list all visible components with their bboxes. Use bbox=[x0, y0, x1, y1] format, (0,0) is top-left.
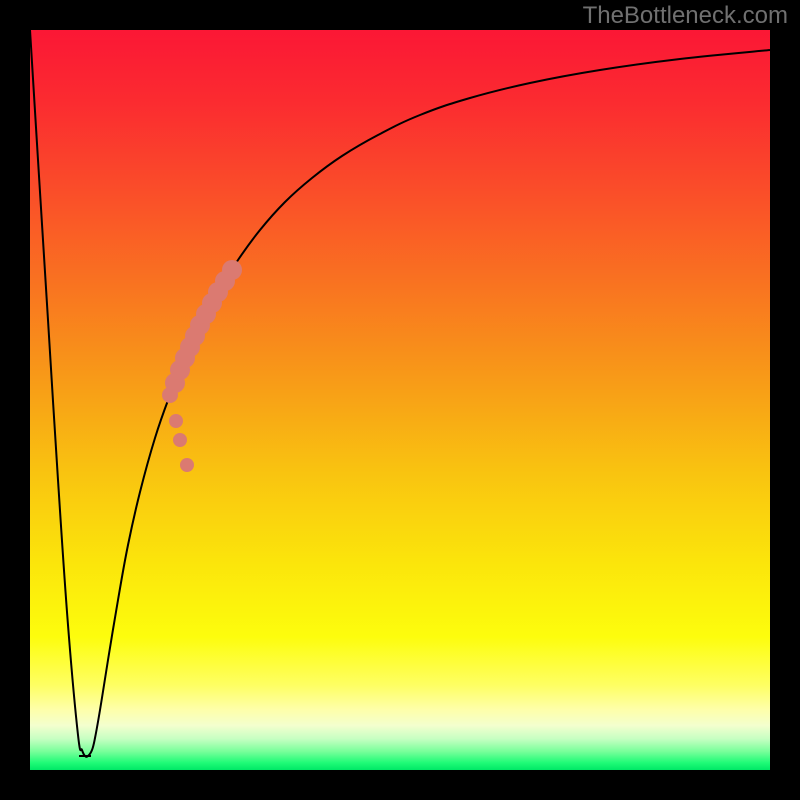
marker-dot bbox=[180, 458, 194, 472]
chart-container: TheBottleneck.com bbox=[0, 0, 800, 800]
bottleneck-chart bbox=[0, 0, 800, 800]
marker-dot bbox=[169, 414, 183, 428]
marker-dot bbox=[173, 433, 187, 447]
gradient-background bbox=[30, 30, 770, 770]
marker-dot bbox=[222, 260, 242, 280]
watermark-text: TheBottleneck.com bbox=[583, 2, 788, 30]
